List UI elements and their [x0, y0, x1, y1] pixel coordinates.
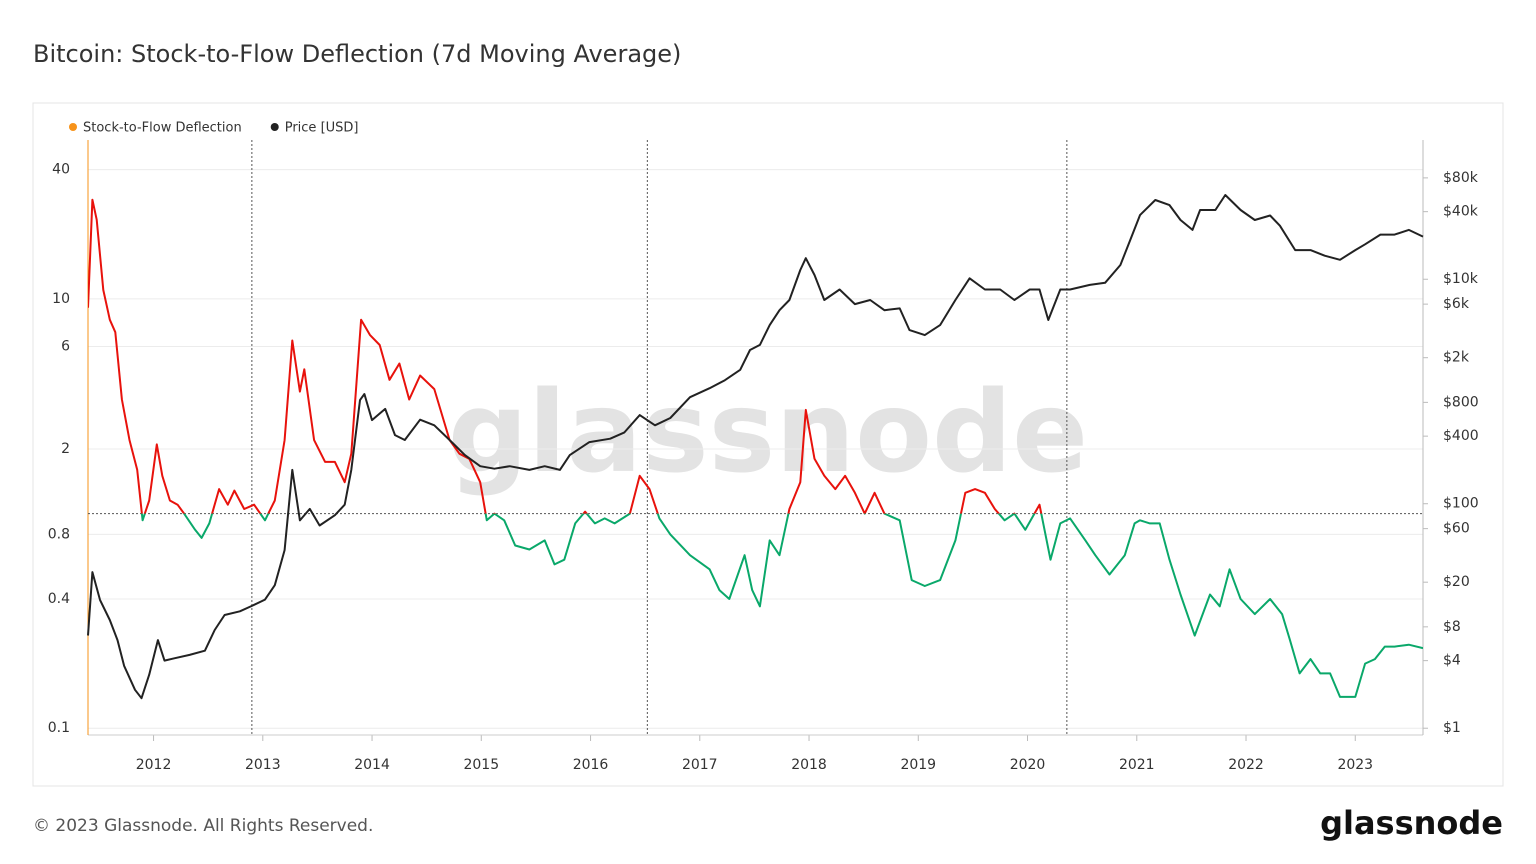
x-tick-label: 2019	[900, 757, 936, 773]
y-tick-label: 0.8	[48, 526, 70, 542]
legend-marker	[69, 123, 77, 131]
y-tick-label: 10	[52, 291, 70, 307]
x-tick-label: 2022	[1228, 757, 1264, 773]
legend-marker	[270, 123, 279, 131]
x-tick-label: 2015	[463, 757, 499, 773]
copyright: © 2023 Glassnode. All Rights Reserved.	[33, 816, 373, 836]
chart-title: Bitcoin: Stock-to-Flow Deflection (7d Mo…	[33, 40, 681, 68]
series-line	[87, 194, 1424, 700]
y2-tick-label: $40k	[1443, 204, 1479, 220]
x-tick-label: 2012	[136, 757, 172, 773]
x-tick-label: 2013	[245, 757, 281, 773]
y2-tick-label: $100	[1443, 496, 1479, 512]
x-tick-label: 2017	[682, 757, 718, 773]
y2-tick-label: $80k	[1443, 170, 1479, 186]
y2-tick-label: $800	[1443, 394, 1479, 410]
y2-tick-label: $1	[1443, 720, 1461, 736]
y2-tick-label: $60	[1443, 521, 1470, 537]
series-line-below	[140, 513, 1423, 698]
logo: glassnode	[1320, 804, 1503, 842]
y-tick-label: 0.4	[48, 591, 70, 607]
y-tick-label: 6	[61, 339, 70, 355]
y-tick-label: 40	[52, 162, 70, 178]
x-tick-label: 2020	[1010, 757, 1046, 773]
y2-tick-label: $10k	[1443, 271, 1479, 287]
y2-tick-label: $8	[1443, 619, 1461, 635]
chart-frame	[32, 102, 1504, 787]
x-tick-label: 2023	[1337, 757, 1373, 773]
x-tick-label: 2018	[791, 757, 827, 773]
legend-label: Stock-to-Flow Deflection	[83, 121, 242, 136]
y-tick-label: 2	[61, 441, 70, 457]
y2-tick-label: $4	[1443, 653, 1461, 669]
y-tick-label: 0.1	[48, 720, 70, 736]
y2-tick-label: $2k	[1443, 350, 1470, 366]
x-tick-label: 2021	[1119, 757, 1155, 773]
legend-label: Price [USD]	[285, 121, 359, 136]
x-tick-label: 2016	[573, 757, 609, 773]
y2-tick-label: $400	[1443, 428, 1479, 444]
x-tick-label: 2014	[354, 757, 390, 773]
y2-tick-label: $20	[1443, 574, 1470, 590]
y2-tick-label: $6k	[1443, 296, 1470, 312]
series-line-above	[88, 198, 1043, 514]
watermark: glassnode	[448, 368, 1088, 498]
